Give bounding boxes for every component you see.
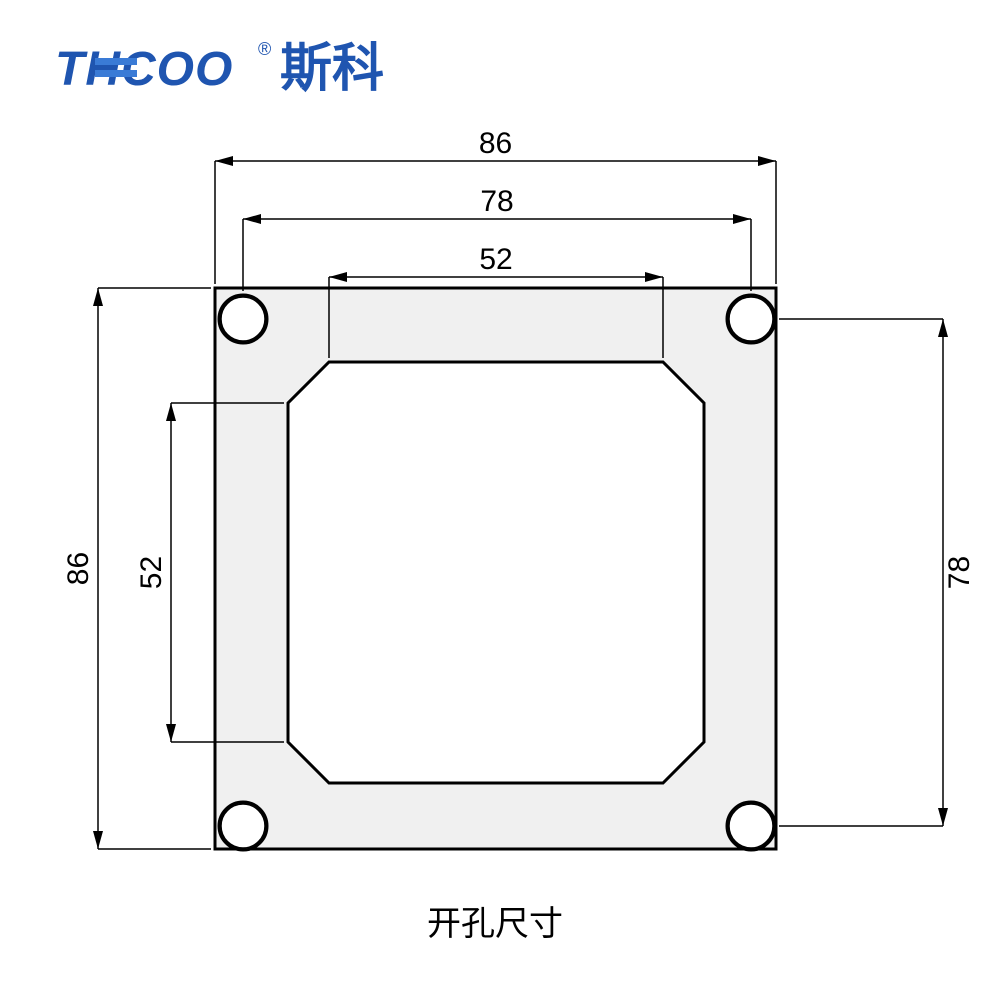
mounting-hole [727, 802, 775, 850]
svg-text:斯科: 斯科 [280, 40, 384, 98]
dimension-label: 78 [943, 556, 976, 589]
svg-text:®: ® [258, 39, 271, 59]
caption: 开孔尺寸 [427, 905, 563, 943]
mounting-hole [219, 802, 267, 850]
center-cutout [288, 362, 704, 783]
dimension-label: 78 [480, 185, 513, 218]
dimension-label: 86 [479, 127, 512, 160]
logo: THCOO ® 斯科 [55, 39, 384, 98]
dimension-label: 52 [479, 243, 512, 276]
dimension-label: 52 [135, 556, 168, 589]
svg-text:THCOO: THCOO [55, 43, 233, 96]
technical-drawing: THCOO ® 斯科 86 78 52 86 52 78 开孔尺寸 [0, 0, 1000, 1000]
dimension-label: 86 [62, 552, 95, 585]
mounting-hole [727, 295, 775, 343]
mounting-hole [219, 295, 267, 343]
